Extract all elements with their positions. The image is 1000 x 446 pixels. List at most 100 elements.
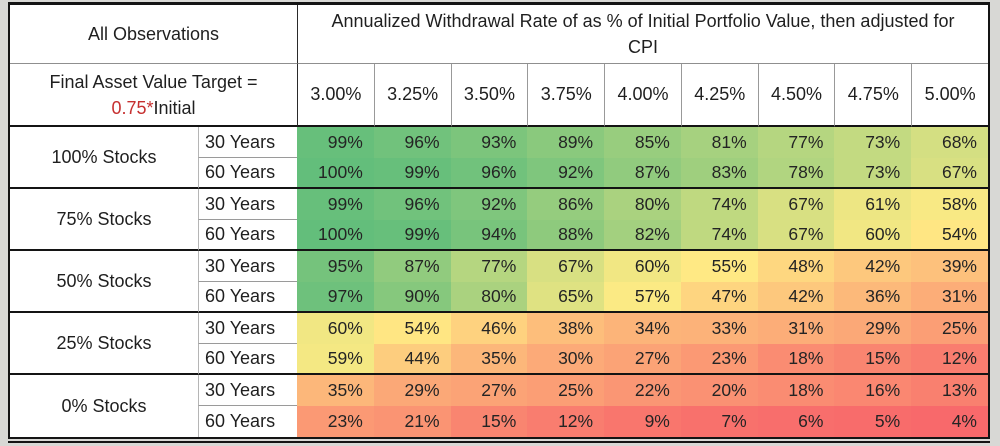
- column-header: 3.50%: [450, 64, 528, 127]
- row-group-label: 100% Stocks: [10, 127, 198, 189]
- value-cell: 16%: [834, 375, 912, 406]
- column-header: 3.00%: [297, 64, 374, 127]
- value-cell: 9%: [604, 406, 681, 437]
- value-cell: 15%: [834, 344, 912, 375]
- value-cell: 77%: [757, 127, 835, 158]
- value-cell: 95%: [297, 251, 374, 282]
- column-header: 3.75%: [527, 64, 605, 127]
- value-cell: 100%: [297, 158, 374, 189]
- row-group-label: 0% Stocks: [61, 395, 147, 416]
- value-cell: 20%: [680, 375, 758, 406]
- value-cell: 27%: [604, 344, 681, 375]
- row-group-label: 75% Stocks: [10, 189, 198, 251]
- value-cell: 99%: [297, 189, 374, 220]
- value-cell: 60%: [604, 251, 681, 282]
- value-cell: 54%: [911, 220, 988, 251]
- value-cell: 67%: [527, 251, 605, 282]
- value-cell: 59%: [297, 344, 374, 375]
- value-cell: 92%: [527, 158, 605, 189]
- value-cell: 38%: [527, 313, 605, 344]
- value-cell: 29%: [373, 375, 451, 406]
- value-cell: 97%: [297, 282, 374, 313]
- bottom-double-border: [8, 441, 990, 443]
- value-cell: 57%: [604, 282, 681, 313]
- value-cell: 86%: [527, 189, 605, 220]
- column-header: 4.00%: [604, 64, 681, 127]
- column-header: 5.00%: [911, 64, 988, 127]
- value-cell: 42%: [834, 251, 912, 282]
- row-group-label: 25% Stocks: [10, 313, 198, 375]
- period-cell: 30 Years: [198, 127, 297, 158]
- table-grid: All Observations Final Asset Value Targe…: [10, 5, 988, 437]
- value-cell: 34%: [604, 313, 681, 344]
- value-cell: 30%: [527, 344, 605, 375]
- value-cell: 22%: [604, 375, 681, 406]
- period-cell: 60 Years: [198, 220, 297, 251]
- value-cell: 7%: [680, 406, 758, 437]
- target-label-line: Final Asset Value Target =: [49, 71, 258, 92]
- value-cell: 80%: [450, 282, 528, 313]
- value-cell: 21%: [373, 406, 451, 437]
- period-cell: 60 Years: [198, 344, 297, 375]
- value-cell: 13%: [911, 375, 988, 406]
- top-header: Annualized Withdrawal Rate of as % of In…: [297, 5, 988, 64]
- withdrawal-success-table: All Observations Final Asset Value Targe…: [8, 2, 990, 439]
- value-cell: 83%: [680, 158, 758, 189]
- value-cell: 67%: [911, 158, 988, 189]
- value-cell: 65%: [527, 282, 605, 313]
- value-cell: 87%: [373, 251, 451, 282]
- value-cell: 18%: [757, 375, 835, 406]
- period-cell: 30 Years: [198, 375, 297, 406]
- value-cell: 23%: [680, 344, 758, 375]
- value-cell: 96%: [373, 127, 451, 158]
- column-header: 4.75%: [834, 64, 912, 127]
- value-cell: 94%: [450, 220, 528, 251]
- value-cell: 31%: [757, 313, 835, 344]
- value-cell: 36%: [834, 282, 912, 313]
- value-cell: 87%: [604, 158, 681, 189]
- value-cell: 4%: [911, 406, 988, 437]
- value-cell: 85%: [604, 127, 681, 158]
- value-cell: 99%: [297, 127, 374, 158]
- value-cell: 60%: [834, 220, 912, 251]
- value-cell: 92%: [450, 189, 528, 220]
- value-cell: 35%: [450, 344, 528, 375]
- period-cell: 60 Years: [198, 158, 297, 189]
- value-cell: 6%: [757, 406, 835, 437]
- value-cell: 47%: [680, 282, 758, 313]
- period-cell: 60 Years: [198, 282, 297, 313]
- value-cell: 25%: [911, 313, 988, 344]
- value-cell: 74%: [680, 220, 758, 251]
- value-cell: 100%: [297, 220, 374, 251]
- value-cell: 93%: [450, 127, 528, 158]
- value-cell: 89%: [527, 127, 605, 158]
- value-cell: 12%: [911, 344, 988, 375]
- value-cell: 80%: [604, 189, 681, 220]
- value-cell: 18%: [757, 344, 835, 375]
- value-cell: 77%: [450, 251, 528, 282]
- value-cell: 27%: [450, 375, 528, 406]
- value-cell: 31%: [911, 282, 988, 313]
- value-cell: 48%: [757, 251, 835, 282]
- value-cell: 61%: [834, 189, 912, 220]
- period-cell: 30 Years: [198, 313, 297, 344]
- value-cell: 15%: [450, 406, 528, 437]
- value-cell: 29%: [834, 313, 912, 344]
- value-cell: 54%: [373, 313, 451, 344]
- value-cell: 68%: [911, 127, 988, 158]
- value-cell: 67%: [757, 189, 835, 220]
- target-value-line: 0.75*Initial: [111, 95, 195, 121]
- column-header: 3.25%: [373, 64, 451, 127]
- target-suffix: Initial: [153, 97, 196, 118]
- value-cell: 82%: [604, 220, 681, 251]
- value-cell: 96%: [450, 158, 528, 189]
- value-cell: 73%: [834, 127, 912, 158]
- value-cell: 74%: [680, 189, 758, 220]
- value-cell: 58%: [911, 189, 988, 220]
- value-cell: 78%: [757, 158, 835, 189]
- period-cell: 60 Years: [198, 406, 297, 437]
- row-group-label: 50% Stocks: [10, 251, 198, 313]
- left-header-all-observations: All Observations: [10, 5, 297, 64]
- value-cell: 67%: [757, 220, 835, 251]
- value-cell: 39%: [911, 251, 988, 282]
